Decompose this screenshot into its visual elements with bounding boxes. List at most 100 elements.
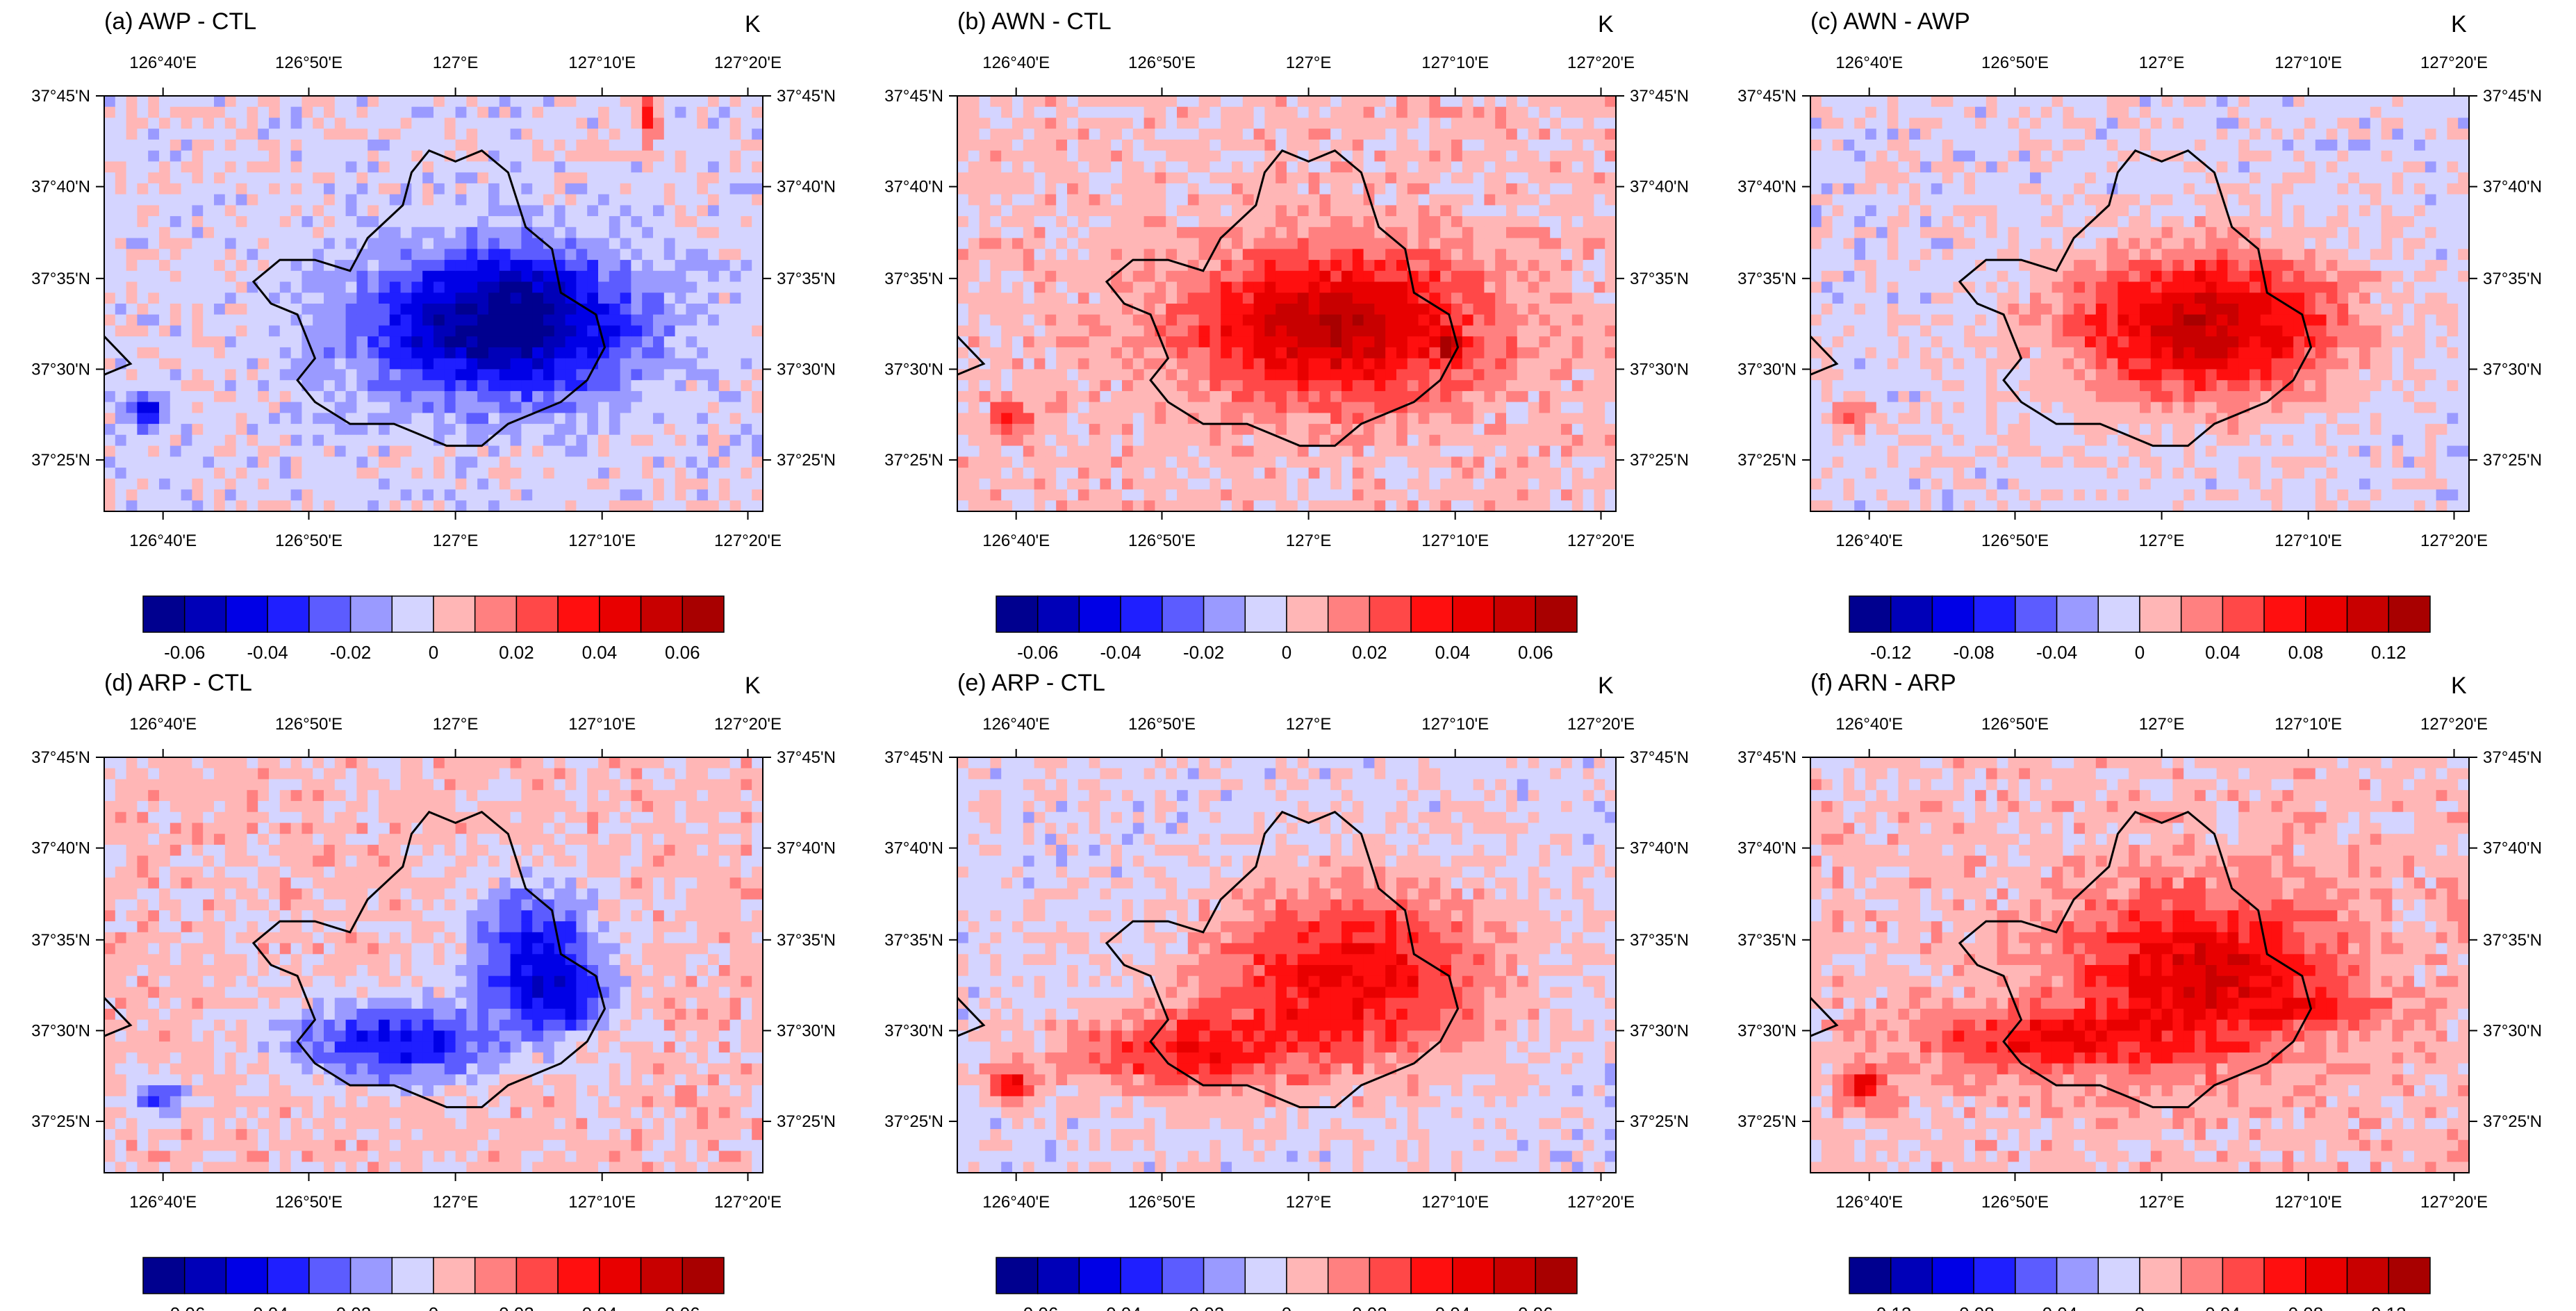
contour-cell [477, 468, 489, 479]
contour-cell [1605, 270, 1616, 283]
contour-cell [1209, 106, 1221, 118]
contour-cell [356, 369, 368, 381]
contour-cell [1319, 336, 1331, 348]
contour-cell [990, 445, 1002, 457]
contour-cell [170, 369, 182, 381]
contour-cell [1341, 468, 1353, 479]
contour-cell [1132, 336, 1145, 348]
contour-cell [334, 325, 347, 337]
contour-cell [1111, 96, 1123, 108]
contour-cell [477, 226, 489, 239]
contour-cell [1462, 478, 1474, 490]
contour-cell [1319, 161, 1331, 173]
contour-cell [718, 139, 731, 151]
contour-cell [979, 216, 991, 228]
contour-cell [598, 413, 610, 424]
contour-cell [631, 304, 643, 315]
contour-cell [126, 500, 138, 511]
colorbar-segment [142, 595, 185, 633]
contour-cell [1221, 402, 1232, 413]
contour-cell [1374, 161, 1386, 173]
contour-cell [488, 314, 500, 326]
contour-cell [302, 456, 313, 468]
contour-cell [1209, 205, 1221, 217]
contour-cell [598, 249, 610, 261]
contour-cell [422, 325, 434, 337]
contour-cell [1209, 478, 1221, 490]
contour-cell [620, 216, 631, 228]
contour-cell [1067, 205, 1079, 217]
contour-cell [598, 369, 610, 381]
contour-cell [313, 304, 324, 315]
contour-cell [990, 226, 1002, 239]
contour-cell [1143, 456, 1155, 468]
contour-cell [1198, 270, 1210, 283]
contour-cell [1495, 478, 1507, 490]
contour-cell [247, 390, 258, 403]
contour-cell [729, 445, 741, 457]
contour-cell [345, 445, 357, 457]
contour-cell [1287, 369, 1298, 381]
contour-cell [224, 424, 237, 436]
contour-cell [434, 336, 445, 348]
contour-cell [466, 117, 478, 129]
contour-cell [334, 205, 347, 217]
contour-cell [1034, 150, 1046, 162]
contour-cell [1111, 380, 1123, 392]
contour-cell [741, 292, 752, 304]
contour-cell [1506, 270, 1518, 283]
contour-cell [313, 468, 324, 479]
contour-cell [1264, 172, 1276, 184]
contour-cell [1528, 413, 1539, 424]
contour-cell [1887, 281, 1899, 293]
contour-cell [1287, 380, 1298, 392]
contour-cell [653, 325, 665, 337]
contour-cell [521, 249, 533, 261]
contour-cell [302, 281, 313, 293]
contour-cell [1166, 150, 1178, 162]
contour-cell [1287, 205, 1298, 217]
contour-cell [1122, 413, 1134, 424]
contour-cell [1571, 369, 1584, 381]
contour-cell [1034, 129, 1046, 140]
contour-cell [422, 402, 434, 413]
contour-cell [1111, 358, 1123, 370]
contour-cell [1374, 468, 1386, 479]
contour-cell [1143, 172, 1155, 184]
contour-cell [741, 270, 752, 283]
contour-cell [1854, 205, 1866, 217]
contour-cell [510, 347, 522, 359]
contour-cell [1539, 314, 1551, 326]
contour-cell [170, 292, 182, 304]
contour-cell [214, 369, 226, 381]
contour-cell [576, 390, 588, 403]
contour-cell [1832, 336, 1844, 348]
contour-cell [224, 478, 237, 490]
contour-cell [192, 281, 204, 293]
contour-cell [1264, 500, 1276, 511]
contour-cell [444, 139, 456, 151]
contour-cell [115, 150, 127, 162]
contour-cell [1561, 226, 1573, 239]
contour-cell [1253, 314, 1265, 326]
contour-cell [1122, 129, 1134, 140]
contour-cell [1143, 325, 1155, 337]
contour-cell [1242, 292, 1255, 304]
contour-cell [1605, 183, 1616, 195]
contour-cell [1363, 456, 1375, 468]
contour-cell [455, 413, 467, 424]
contour-cell [104, 402, 116, 413]
contour-cell [379, 434, 390, 447]
panel-title: (c) AWN - AWP [1810, 8, 1970, 35]
contour-cell [499, 304, 511, 315]
contour-cell [631, 281, 643, 293]
contour-cell [1056, 304, 1068, 315]
contour-cell [543, 260, 555, 272]
contour-cell [1111, 369, 1123, 381]
contour-cell [1078, 347, 1090, 359]
contour-cell [957, 358, 969, 370]
contour-cell [1111, 260, 1123, 272]
contour-cell [1056, 281, 1068, 293]
contour-cell [1221, 489, 1232, 501]
contour-cell [1155, 281, 1166, 293]
